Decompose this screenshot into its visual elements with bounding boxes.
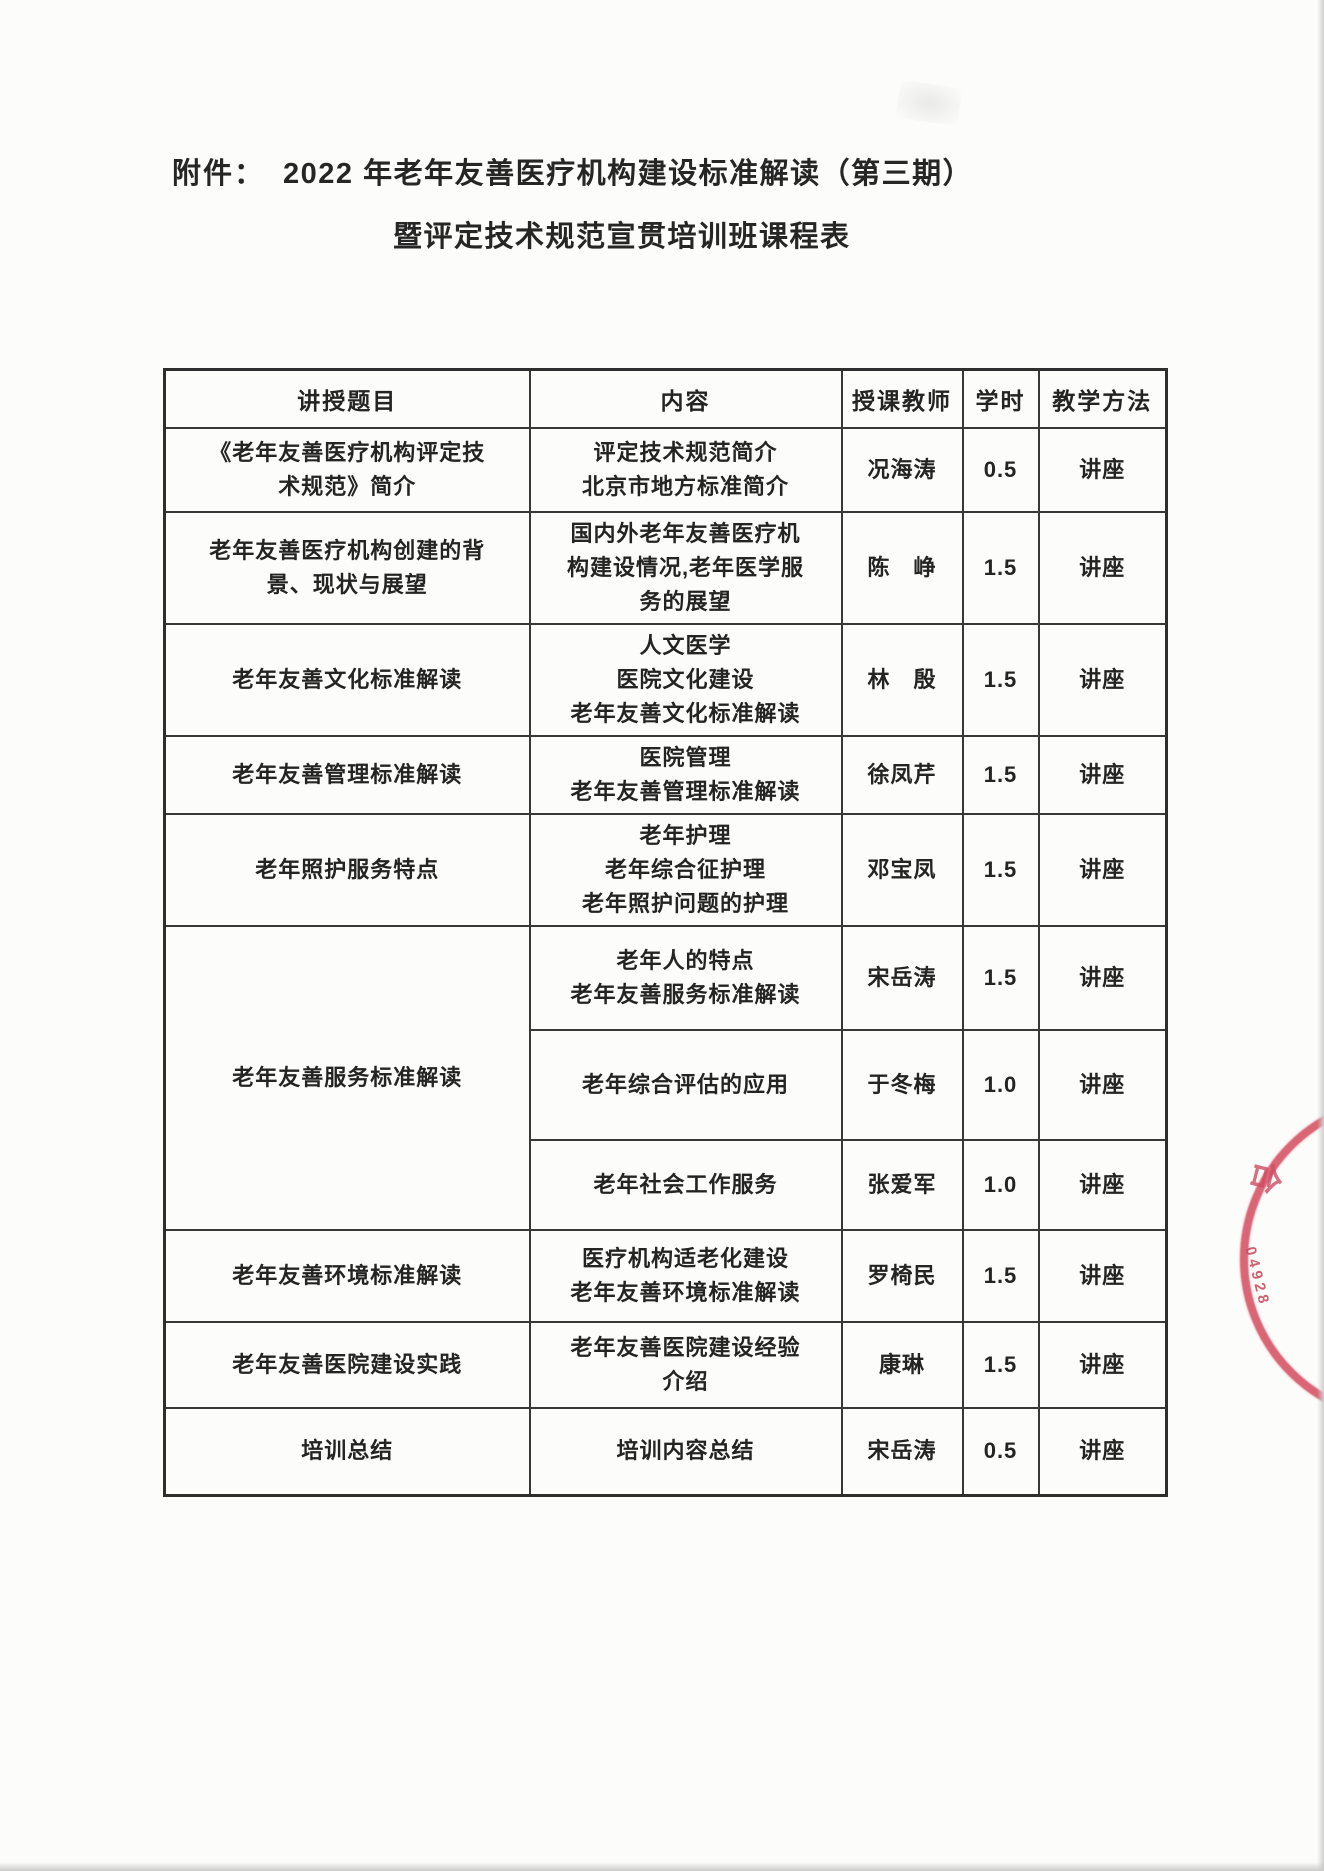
teacher-cell: 林 殷 xyxy=(840,622,964,737)
table-row: 老年友善管理标准解读 医院管理 老年友善管理标准解读 徐凤芹 1.5 讲座 xyxy=(163,734,1168,815)
table-row: 老年友善医疗机构创建的背 景、现状与展望 国内外老年友善医疗机 构建设情况,老年医学服… xyxy=(163,510,1168,625)
hours-cell: 0.5 xyxy=(961,426,1040,513)
hours-cell: 1.5 xyxy=(961,1228,1040,1323)
course-table: 讲授题目 内容 授课教师 学时 教学方法 《老年友善医疗机构评定技 术规范》简介 评定技术规… xyxy=(163,368,1168,1497)
content-cell: 医院管理 老年友善管理标准解读 xyxy=(528,734,843,815)
content-cell: 老年人的特点 老年友善服务标准解读 xyxy=(528,924,843,1031)
scan-smudge xyxy=(895,79,963,127)
teacher-cell: 徐凤芹 xyxy=(840,734,964,815)
attachment-label: 附件： xyxy=(172,158,266,190)
header-row: 讲授题目 内容 授课教师 学时 教学方法 xyxy=(163,368,1168,429)
content-cell: 培训内容总结 xyxy=(528,1406,843,1497)
document-title-line2: 暨评定技术规范宣贯培训班课程表 xyxy=(393,221,851,253)
hours-cell: 1.0 xyxy=(961,1138,1040,1231)
column-header-method: 教学方法 xyxy=(1037,368,1168,429)
method-cell: 讲座 xyxy=(1037,1028,1168,1141)
table-row: 《老年友善医疗机构评定技 术规范》简介 评定技术规范简介 北京市地方标准简介 况海涛 0.… xyxy=(163,426,1168,513)
hours-cell: 1.5 xyxy=(961,734,1040,815)
topic-cell: 《老年友善医疗机构评定技 术规范》简介 xyxy=(163,426,531,513)
method-cell: 讲座 xyxy=(1037,510,1168,625)
hours-cell: 1.5 xyxy=(961,924,1040,1031)
method-cell: 讲座 xyxy=(1037,1406,1168,1497)
teacher-cell: 张爱军 xyxy=(840,1138,964,1231)
content-cell: 医疗机构适老化建设 老年友善环境标准解读 xyxy=(528,1228,843,1323)
table-row: 老年友善医院建设实践 老年友善医院建设经验 介绍 康琳 1.5 讲座 xyxy=(163,1320,1168,1409)
method-cell: 讲座 xyxy=(1037,1138,1168,1231)
method-cell: 讲座 xyxy=(1037,734,1168,815)
column-header-teacher: 授课教师 xyxy=(840,368,964,429)
hours-cell: 1.5 xyxy=(961,1320,1040,1409)
hours-cell: 1.5 xyxy=(961,812,1040,927)
teacher-cell: 康琳 xyxy=(840,1320,964,1409)
document-title-line1: 2022 年老年友善医疗机构建设标准解读（第三期） xyxy=(283,158,974,190)
column-header-topic: 讲授题目 xyxy=(163,368,531,429)
topic-cell: 老年友善医院建设实践 xyxy=(163,1320,531,1409)
teacher-cell: 邓宝凤 xyxy=(840,812,964,927)
column-header-content: 内容 xyxy=(528,368,843,429)
hours-cell: 1.5 xyxy=(961,510,1040,625)
hours-cell: 0.5 xyxy=(961,1406,1040,1497)
topic-cell: 老年友善管理标准解读 xyxy=(163,734,531,815)
hours-cell: 1.5 xyxy=(961,622,1040,737)
teacher-cell: 况海涛 xyxy=(840,426,964,513)
table-body: 《老年友善医疗机构评定技 术规范》简介 评定技术规范简介 北京市地方标准简介 况海涛 0.… xyxy=(163,426,1168,1497)
table-row: 老年友善环境标准解读 医疗机构适老化建设 老年友善环境标准解读 罗椅民 1.5 讲座 xyxy=(163,1228,1168,1323)
content-cell: 老年友善医院建设经验 介绍 xyxy=(528,1320,843,1409)
teacher-cell: 陈 峥 xyxy=(840,510,964,625)
stamp-circle-icon xyxy=(1240,1095,1324,1423)
method-cell: 讲座 xyxy=(1037,426,1168,513)
content-cell: 人文医学 医院文化建设 老年友善文化标准解读 xyxy=(528,622,843,737)
table-row: 老年社会工作服务 张爱军 1.0 讲座 xyxy=(165,1138,1168,1231)
official-stamp: 合 04928 xyxy=(1200,1060,1324,1440)
table-header: 讲授题目 内容 授课教师 学时 教学方法 xyxy=(163,368,1168,429)
teacher-cell: 宋岳涛 xyxy=(840,924,964,1031)
page-edge-shadow-right xyxy=(1317,0,1324,1871)
column-header-hours: 学时 xyxy=(961,368,1040,429)
content-cell: 老年综合评估的应用 xyxy=(528,1028,843,1141)
topic-cell: 老年友善文化标准解读 xyxy=(163,622,531,737)
content-cell: 老年护理 老年综合征护理 老年照护问题的护理 xyxy=(528,812,843,927)
content-cell: 国内外老年友善医疗机 构建设情况,老年医学服 务的展望 xyxy=(528,510,843,625)
topic-cell: 培训总结 xyxy=(163,1406,531,1497)
content-cell: 老年社会工作服务 xyxy=(528,1138,843,1231)
table-row: 老年友善文化标准解读 人文医学 医院文化建设 老年友善文化标准解读林 殷 1.5 讲座 xyxy=(163,622,1168,737)
topic-cell: 老年友善服务标准解读 xyxy=(163,924,531,1231)
method-cell: 讲座 xyxy=(1037,924,1168,1031)
hours-cell: 1.0 xyxy=(961,1028,1040,1141)
table-row: 培训总结 培训内容总结 宋岳涛 0.5 讲座 xyxy=(163,1406,1168,1497)
stamp-digits: 04928 xyxy=(1241,1245,1273,1309)
teacher-cell: 宋岳涛 xyxy=(840,1406,964,1497)
table-row: 老年综合评估的应用 于冬梅 1.0 讲座 xyxy=(165,1028,1168,1141)
content-cell: 评定技术规范简介 北京市地方标准简介 xyxy=(528,426,843,513)
topic-cell: 老年照护服务特点 xyxy=(163,812,531,927)
method-cell: 讲座 xyxy=(1037,1228,1168,1323)
topic-cell: 老年友善医疗机构创建的背 景、现状与展望 xyxy=(163,510,531,625)
teacher-cell: 于冬梅 xyxy=(840,1028,964,1141)
page-edge-shadow-bottom xyxy=(0,1862,1324,1871)
method-cell: 讲座 xyxy=(1037,622,1168,737)
topic-cell: 老年友善环境标准解读 xyxy=(163,1228,531,1323)
teacher-cell: 罗椅民 xyxy=(840,1228,964,1323)
stamp-character: 合 xyxy=(1244,1157,1288,1198)
method-cell: 讲座 xyxy=(1037,812,1168,927)
method-cell: 讲座 xyxy=(1037,1320,1168,1409)
table-row: 老年照护服务特点 老年护理 老年综合征护理 老年照护问题的护理 邓宝凤 1.5 讲座 xyxy=(163,812,1168,927)
table-row: 老年友善服务标准解读 老年人的特点 老年友善服务标准解读 宋岳涛 1.5 讲座 xyxy=(163,924,1168,1231)
